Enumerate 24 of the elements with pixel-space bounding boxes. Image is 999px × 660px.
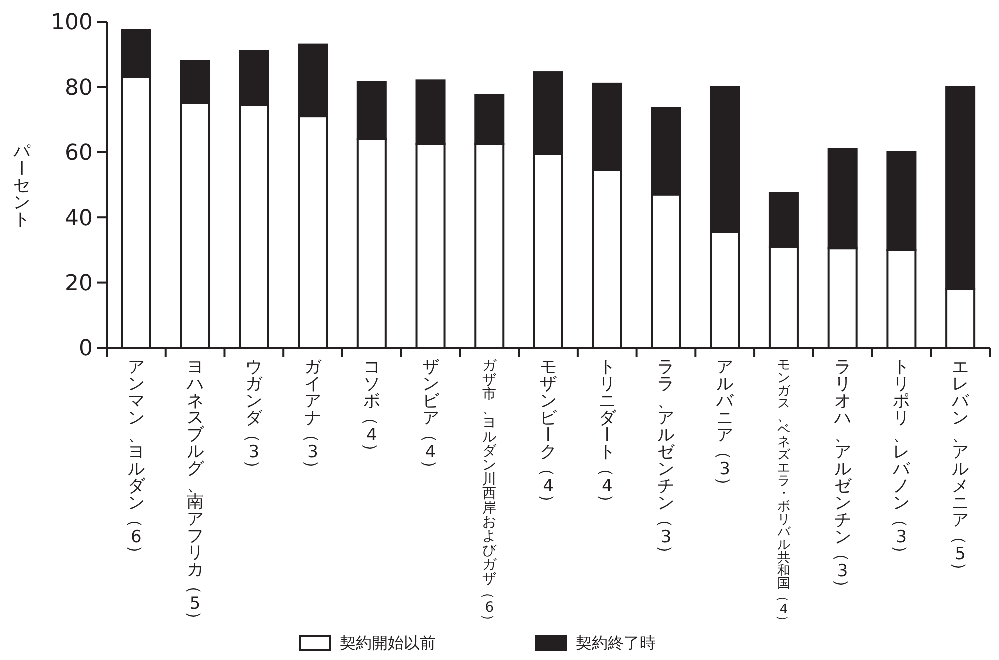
category-label: モンガス、ベネズエラ・ボリバル共和国（4） xyxy=(775,358,790,628)
category-label: ヨハネスブルグ、南アフリカ（5） xyxy=(184,356,205,628)
x-tick-label: アルバニア（3） xyxy=(714,358,735,494)
legend-label: 契約開始以前 xyxy=(340,634,436,653)
x-tick-label: ウガンダ（3） xyxy=(242,358,264,477)
category-label: アンマン、ヨルダン（6） xyxy=(124,358,145,562)
legend-label: 契約終了時 xyxy=(576,634,656,653)
x-tick-label: ガイアナ（3） xyxy=(302,358,323,477)
category-label: トリポリ、レバノン（3） xyxy=(890,358,910,562)
x-tick-label: ザンビア（4） xyxy=(419,358,440,477)
category-label: ガザ市、ヨルダン川西岸およびガザ（6） xyxy=(480,358,497,628)
x-tick-label: コソボ（4） xyxy=(360,358,380,460)
y-tick-label: 80 xyxy=(65,76,93,101)
category-label: トリニダート（4） xyxy=(596,358,616,511)
category-label: ラリオハ、アルゼンチン（3） xyxy=(831,358,852,596)
y-tick-label: 100 xyxy=(51,10,93,36)
y-tick-label: 40 xyxy=(65,206,93,232)
y-tick-label: 60 xyxy=(65,141,93,166)
category-label: エレバン、アルメニア（5） xyxy=(949,358,970,579)
y-tick-label: 0 xyxy=(79,336,93,362)
y-axis-title: パーセント xyxy=(10,142,32,230)
category-label: モザンビーク（4） xyxy=(537,358,558,511)
y-tick-label: 20 xyxy=(65,272,93,296)
category-label: ララ、アルゼンチン（3） xyxy=(654,358,675,562)
